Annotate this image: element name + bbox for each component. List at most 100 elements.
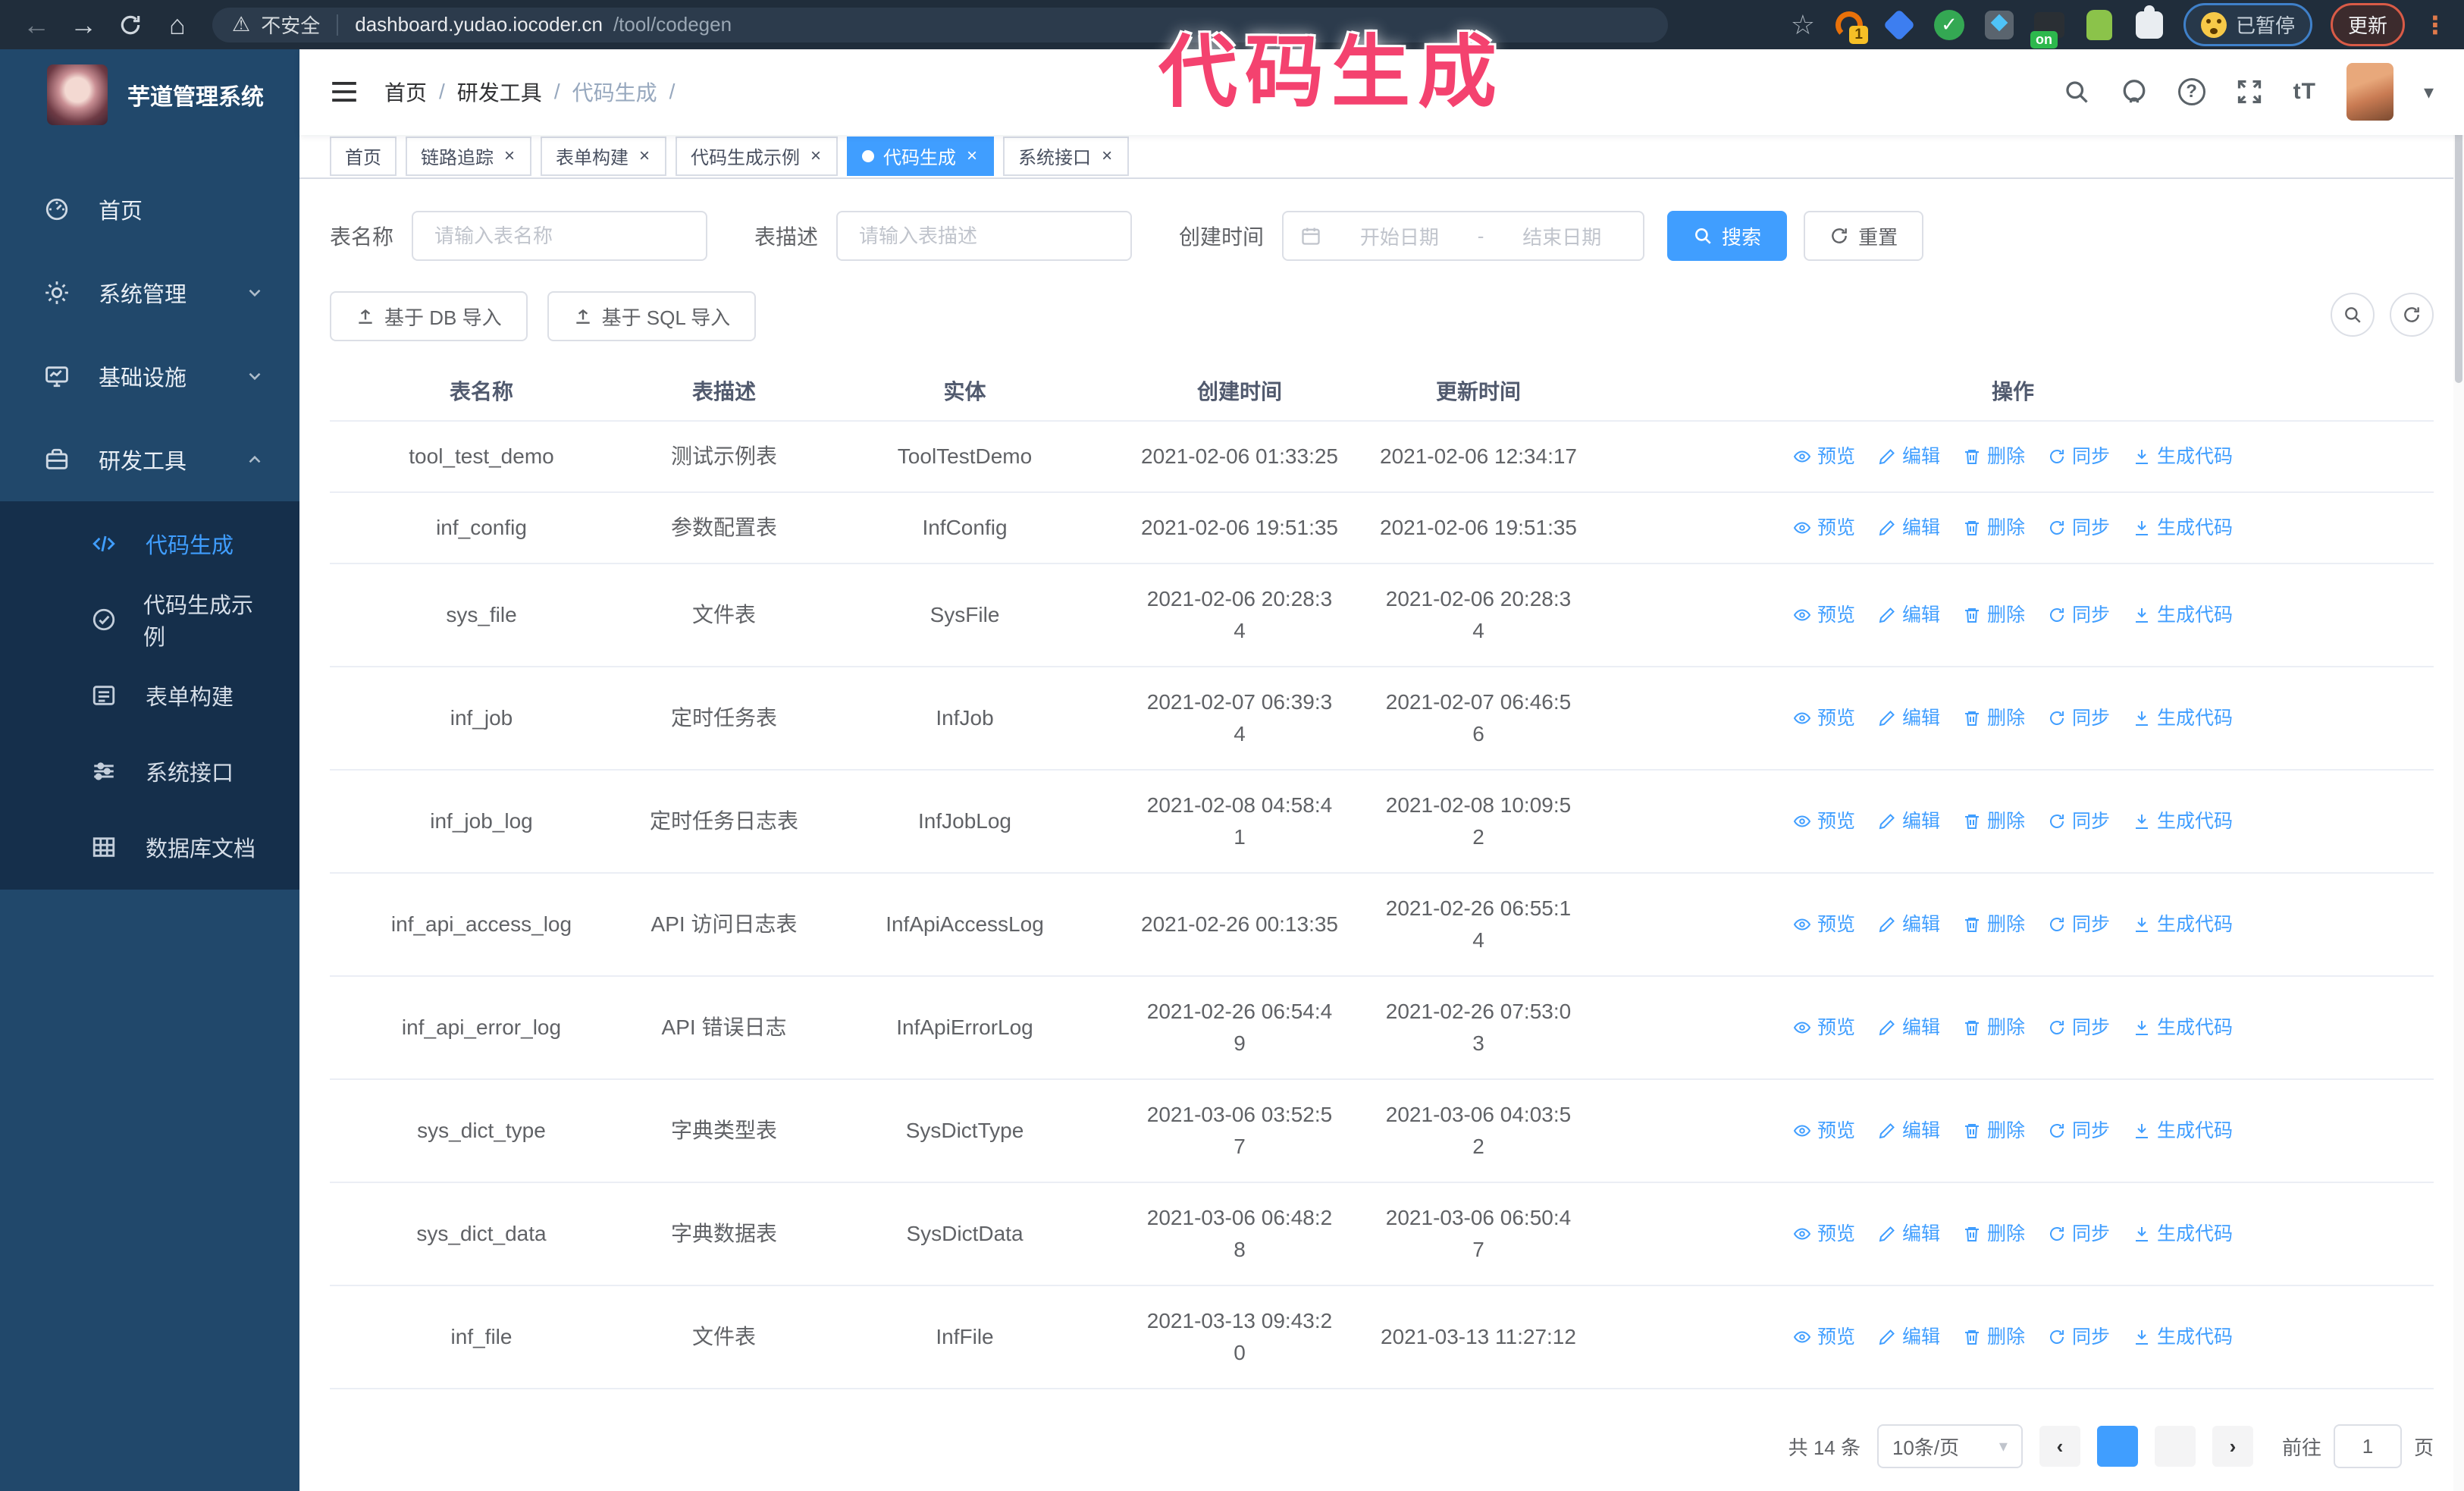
page-number-button[interactable]	[2154, 1426, 2196, 1467]
user-avatar[interactable]	[2346, 63, 2393, 121]
table-desc-input[interactable]	[836, 211, 1133, 261]
table-name-input[interactable]	[412, 211, 708, 261]
sync-link[interactable]: 同步	[2048, 1012, 2110, 1044]
sync-link[interactable]: 同步	[2048, 702, 2110, 734]
sync-link[interactable]: 同步	[2048, 441, 2110, 472]
delete-link[interactable]: 删除	[1963, 1218, 2025, 1250]
generate-code-link[interactable]: 生成代码	[2133, 1218, 2233, 1250]
generate-code-link[interactable]: 生成代码	[2133, 909, 2233, 940]
search-button[interactable]: 搜索	[1667, 211, 1788, 261]
browser-menu-icon[interactable]: ⋮	[2423, 11, 2447, 39]
sidebar-submenu-item[interactable]: 表单构建	[0, 658, 299, 733]
browser-home-icon[interactable]: ⌂	[169, 8, 186, 40]
edit-link[interactable]: 编辑	[1878, 1012, 1940, 1044]
tab-close-icon[interactable]: ×	[639, 145, 650, 166]
help-icon[interactable]: ?	[2177, 78, 2205, 106]
generate-code-link[interactable]: 生成代码	[2133, 702, 2233, 734]
reset-button[interactable]: 重置	[1804, 211, 1924, 261]
start-date-placeholder[interactable]: 开始日期	[1359, 225, 1439, 249]
tab-close-icon[interactable]: ×	[967, 145, 978, 166]
preview-link[interactable]: 预览	[1793, 1115, 1855, 1147]
robot-extension-icon[interactable]	[2083, 9, 2115, 41]
delete-link[interactable]: 删除	[1963, 702, 2025, 734]
puzzle-extension-icon[interactable]	[2133, 5, 2165, 41]
gem-extension-icon[interactable]	[1882, 8, 1916, 41]
preview-link[interactable]: 预览	[1793, 1218, 1855, 1250]
preview-link[interactable]: 预览	[1793, 599, 1855, 631]
sync-link[interactable]: 同步	[2048, 512, 2110, 544]
date-range-picker[interactable]: 开始日期 - 结束日期	[1282, 211, 1645, 261]
font-size-icon[interactable]: tT	[2293, 79, 2316, 105]
collapse-sidebar-icon[interactable]	[330, 80, 359, 104]
sync-link[interactable]: 同步	[2048, 1115, 2110, 1147]
tab-close-icon[interactable]: ×	[504, 145, 516, 166]
toggle-search-icon[interactable]	[2331, 293, 2375, 337]
switch-extension-icon[interactable]: on	[2030, 9, 2065, 49]
scrollbar-thumb[interactable]	[2455, 57, 2462, 383]
user-menu-caret-icon[interactable]: ▾	[2423, 80, 2434, 103]
generate-code-link[interactable]: 生成代码	[2133, 1115, 2233, 1147]
tab-close-icon[interactable]: ×	[1102, 145, 1113, 166]
breadcrumb-item[interactable]: 首页 /	[384, 80, 445, 105]
bookmark-star-icon[interactable]: ☆	[1790, 8, 1815, 40]
delete-link[interactable]: 删除	[1963, 512, 2025, 544]
tab[interactable]: 表单构建 ×	[541, 136, 667, 176]
browser-forward-icon[interactable]: →	[70, 8, 97, 40]
paused-badge[interactable]: 已暂停	[2183, 3, 2312, 46]
logo-row[interactable]: 芋道管理系统	[0, 49, 299, 140]
edit-link[interactable]: 编辑	[1878, 1321, 1940, 1353]
address-bar[interactable]: ⚠ 不安全 dashboard.yudao.iocoder.cn/tool/co…	[212, 7, 1668, 42]
preview-link[interactable]: 预览	[1793, 1012, 1855, 1044]
delete-link[interactable]: 删除	[1963, 1321, 2025, 1353]
page-size-select[interactable]: 10条/页 ▾	[1876, 1424, 2023, 1468]
browser-reload-icon[interactable]	[111, 5, 150, 45]
edit-link[interactable]: 编辑	[1878, 441, 1940, 472]
page-number-button[interactable]	[2096, 1426, 2138, 1467]
search-icon[interactable]	[2063, 78, 2090, 105]
edit-link[interactable]: 编辑	[1878, 599, 1940, 631]
green-check-extension-icon[interactable]: ✓	[1933, 9, 1965, 41]
sidebar-submenu-item[interactable]: 数据库文档	[0, 809, 299, 885]
delete-link[interactable]: 删除	[1963, 805, 2025, 837]
sidebar-submenu-item[interactable]: 系统接口	[0, 733, 299, 809]
tab[interactable]: 首页	[330, 136, 397, 176]
edit-link[interactable]: 编辑	[1878, 1115, 1940, 1147]
preview-link[interactable]: 预览	[1793, 702, 1855, 734]
tab-close-icon[interactable]: ×	[810, 145, 822, 166]
delete-link[interactable]: 删除	[1963, 1012, 2025, 1044]
grid-extension-icon[interactable]	[1983, 9, 2015, 41]
generate-code-link[interactable]: 生成代码	[2133, 599, 2233, 631]
sidebar-submenu-item[interactable]: 代码生成示例	[0, 582, 299, 658]
import-db-button[interactable]: 基于 DB 导入	[330, 291, 528, 341]
breadcrumb-item[interactable]: 代码生成 /	[572, 80, 676, 105]
delete-link[interactable]: 删除	[1963, 441, 2025, 472]
sidebar-menu-item[interactable]: 系统管理	[0, 251, 299, 334]
goto-page-input[interactable]	[2333, 1424, 2402, 1468]
sidebar-menu-item[interactable]: 首页	[0, 168, 299, 251]
orange-extension-icon[interactable]: 1	[1833, 9, 1868, 44]
edit-link[interactable]: 编辑	[1878, 909, 1940, 940]
generate-code-link[interactable]: 生成代码	[2133, 1012, 2233, 1044]
generate-code-link[interactable]: 生成代码	[2133, 512, 2233, 544]
vertical-scrollbar[interactable]	[2453, 49, 2464, 1491]
refresh-table-icon[interactable]	[2390, 293, 2434, 337]
edit-link[interactable]: 编辑	[1878, 702, 1940, 734]
prev-page-button[interactable]: ‹	[2039, 1426, 2080, 1467]
generate-code-link[interactable]: 生成代码	[2133, 441, 2233, 472]
tab[interactable]: 系统接口 ×	[1003, 136, 1130, 176]
end-date-placeholder[interactable]: 结束日期	[1522, 225, 1602, 249]
update-button[interactable]: 更新	[2330, 3, 2405, 46]
edit-link[interactable]: 编辑	[1878, 1218, 1940, 1250]
preview-link[interactable]: 预览	[1793, 512, 1855, 544]
fullscreen-icon[interactable]	[2236, 78, 2263, 105]
sidebar-submenu-item[interactable]: 代码生成	[0, 506, 299, 582]
delete-link[interactable]: 删除	[1963, 1115, 2025, 1147]
preview-link[interactable]: 预览	[1793, 805, 1855, 837]
next-page-button[interactable]: ›	[2212, 1426, 2253, 1467]
sidebar-menu-item[interactable]: 研发工具	[0, 418, 299, 501]
tab[interactable]: 代码生成 ×	[847, 136, 995, 176]
preview-link[interactable]: 预览	[1793, 441, 1855, 472]
github-icon[interactable]	[2121, 78, 2148, 105]
delete-link[interactable]: 删除	[1963, 599, 2025, 631]
sidebar-menu-item[interactable]: 基础设施	[0, 334, 299, 418]
